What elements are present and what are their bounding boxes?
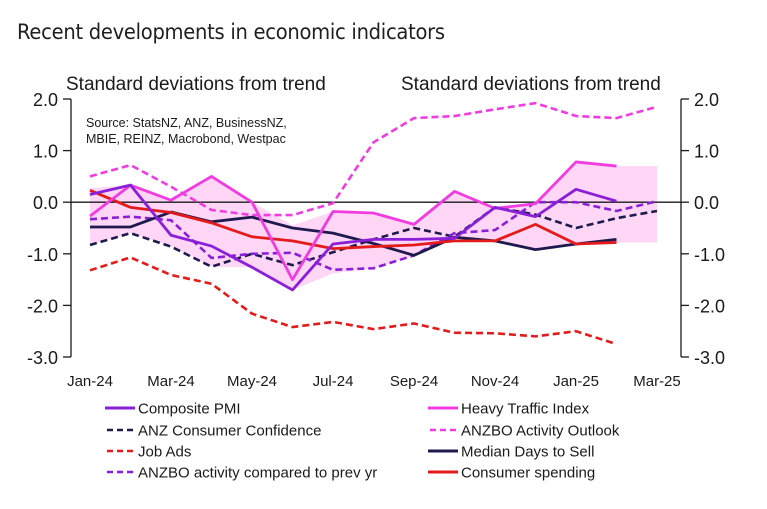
legend-label: Job Ads <box>138 444 191 461</box>
right-y-tick-label: 1.0 <box>694 142 719 162</box>
x-tick-label: Mar-24 <box>147 373 195 390</box>
right-y-tick-label: 2.0 <box>694 90 719 110</box>
left-axis-title: Standard deviations from trend <box>66 74 326 95</box>
left-y-tick-label: 1.0 <box>33 142 58 162</box>
legend-label: Consumer spending <box>461 465 595 482</box>
legend-label: Composite PMI <box>138 401 241 418</box>
source-note-line-2: MBIE, REINZ, Macrobond, Westpac <box>86 132 286 146</box>
series-line-composite-pmi <box>89 183 617 292</box>
source-note-line-1: Source: StatsNZ, ANZ, BusinessNZ, <box>86 116 287 130</box>
x-tick-label: Jan-24 <box>67 373 113 390</box>
legend-item-anzbo-activity-outlook: ANZBO Activity Outlook <box>430 423 620 440</box>
legend-label: ANZBO Activity Outlook <box>461 423 620 440</box>
labels-layer: Standard deviations from trend Standard … <box>66 74 661 146</box>
right-y-tick-label: 0.0 <box>694 193 719 213</box>
legend-item-job-ads: Job Ads <box>107 444 191 461</box>
ticks-layer: 2.0 2.0 1.0 1.0 0.0 0.0 -1.0 -1.0 -2.0 -2.0 -3.0 -3… <box>27 90 725 390</box>
legend-item-median-days-to-sell: Median Days to Sell <box>428 444 594 461</box>
right-y-tick-label: -3.0 <box>694 348 725 368</box>
legend-item-composite-pmi: Composite PMI <box>105 401 241 418</box>
series-line-consumer-spending <box>89 189 617 251</box>
legend-label: Heavy Traffic Index <box>461 401 590 418</box>
series-line-anzbo-activity-compared-to-prev-yr <box>89 199 658 272</box>
x-tick-label: Jan-25 <box>553 373 599 390</box>
chart-title: Recent developments in economic indicato… <box>17 20 445 44</box>
x-tick-label: Sep-24 <box>390 373 438 390</box>
series-line-heavy-traffic-index <box>89 160 617 282</box>
x-tick-label: Jul-24 <box>313 373 354 390</box>
legend-label: ANZBO activity compared to prev yr <box>138 465 377 482</box>
x-tick-label: Nov-24 <box>471 373 519 390</box>
left-y-tick-label: -1.0 <box>27 245 58 265</box>
legend-item-heavy-traffic-index: Heavy Traffic Index <box>428 401 590 418</box>
legend-label: ANZ Consumer Confidence <box>138 423 321 440</box>
series-layer <box>89 101 658 346</box>
axes <box>70 99 682 357</box>
left-y-tick-label: -2.0 <box>27 296 58 316</box>
legend-item-anz-consumer-confidence: ANZ Consumer Confidence <box>107 423 321 440</box>
series-line-anzbo-activity-outlook <box>89 101 658 217</box>
legend-item-consumer-spending: Consumer spending <box>428 465 595 482</box>
legend-item-anzbo-activity-compared-to-prev-yr: ANZBO activity compared to prev yr <box>107 465 377 482</box>
right-y-tick-label: -1.0 <box>694 245 725 265</box>
left-y-tick-label: 0.0 <box>33 193 58 213</box>
right-axis-title: Standard deviations from trend <box>401 74 661 95</box>
x-tick-label: Mar-25 <box>633 373 681 390</box>
left-y-tick-label: -3.0 <box>27 348 58 368</box>
x-tick-label: May-24 <box>227 373 277 390</box>
legend-label: Median Days to Sell <box>461 444 594 461</box>
series-line-job-ads <box>89 256 617 346</box>
right-y-tick-label: -2.0 <box>694 296 725 316</box>
legend: Composite PMI Heavy Traffic Index ANZ Cons… <box>105 401 620 482</box>
left-y-tick-label: 2.0 <box>33 90 58 110</box>
